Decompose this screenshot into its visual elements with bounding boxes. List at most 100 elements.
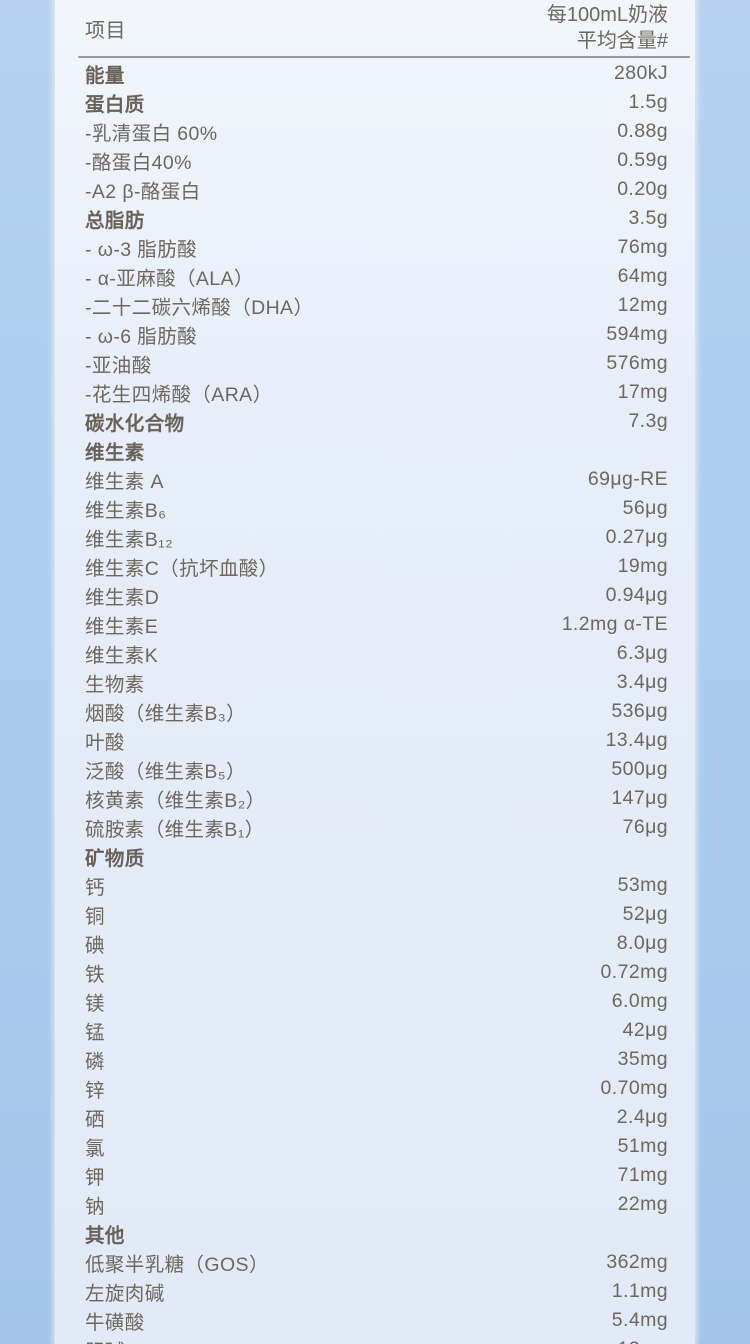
header-value-column-label: 每100mL奶液 平均含量# xyxy=(547,2,668,54)
nutrient-label: 能量 xyxy=(85,65,125,87)
table-row: 磷 35mg xyxy=(55,1045,695,1074)
nutrient-label: -亚油酸 xyxy=(85,355,152,377)
nutrient-value: 5.4mg xyxy=(611,1309,668,1331)
nutrient-value: 64mg xyxy=(617,265,668,287)
nutrient-value: 19mg xyxy=(617,555,668,577)
nutrient-label: -A2 β-酪蛋白 xyxy=(85,181,201,203)
nutrient-label: 氯 xyxy=(85,1138,105,1160)
table-row: 牛磺酸 5.4mg xyxy=(55,1306,695,1335)
nutrient-label: 矿物质 xyxy=(85,848,145,870)
nutrient-label: 叶酸 xyxy=(85,732,125,754)
table-row: 锌 0.70mg xyxy=(55,1074,695,1103)
nutrient-value: 56μg xyxy=(622,497,668,519)
table-row: 钠 22mg xyxy=(55,1190,695,1219)
nutrient-label: 其他 xyxy=(85,1225,125,1247)
nutrient-label: 铜 xyxy=(85,906,105,928)
table-row: 铜 52μg xyxy=(55,900,695,929)
table-row: 能量 280kJ xyxy=(55,59,695,88)
nutrient-label: 锌 xyxy=(85,1080,105,1102)
nutrient-value: 7.3g xyxy=(628,410,668,432)
table-header: 项目 每100mL奶液 平均含量# xyxy=(55,0,695,56)
nutrient-label: 硒 xyxy=(85,1109,105,1131)
nutrient-label: 维生素 A xyxy=(85,471,164,493)
nutrient-value: 42μg xyxy=(622,1019,668,1041)
nutrient-label: 碘 xyxy=(85,935,105,957)
table-row: 其他 xyxy=(55,1219,695,1248)
nutrient-label: 维生素B₁₂ xyxy=(85,529,174,551)
nutrient-label: -酪蛋白40% xyxy=(85,152,192,174)
table-row: 维生素 A 69μg-RE xyxy=(55,465,695,494)
nutrient-label: 蛋白质 xyxy=(85,94,145,116)
nutrition-table-card: 项目 每100mL奶液 平均含量# 能量 280kJ 蛋白质 1.5g -乳清蛋白 60… xyxy=(55,0,695,1344)
nutrient-value: 53mg xyxy=(617,874,668,896)
table-row: 烟酸（维生素B₃） 536μg xyxy=(55,697,695,726)
nutrient-label: 牛磺酸 xyxy=(85,1312,145,1334)
nutrient-label: 低聚半乳糖（GOS） xyxy=(85,1254,269,1276)
table-row: - α-亚麻酸（ALA） 64mg xyxy=(55,262,695,291)
table-row: 维生素B₆ 56μg xyxy=(55,494,695,523)
header-item-column-label: 项目 xyxy=(85,19,126,42)
table-row: 维生素 xyxy=(55,436,695,465)
nutrient-value: 17mg xyxy=(617,381,668,403)
nutrient-label: 碳水化合物 xyxy=(85,413,185,435)
table-row: 维生素B₁₂ 0.27μg xyxy=(55,523,695,552)
nutrition-rows: 能量 280kJ 蛋白质 1.5g -乳清蛋白 60% 0.88g -酪蛋白40% 0.59g… xyxy=(55,59,695,1344)
nutrient-value: 22mg xyxy=(617,1193,668,1215)
nutrient-value: 76μg xyxy=(622,816,668,838)
table-row: -乳清蛋白 60% 0.88g xyxy=(55,117,695,146)
nutrient-label: 铁 xyxy=(85,964,105,986)
table-row: -亚油酸 576mg xyxy=(55,349,695,378)
table-row: -酪蛋白40% 0.59g xyxy=(55,146,695,175)
nutrient-value: 0.70mg xyxy=(600,1077,668,1099)
nutrient-value: 2.4μg xyxy=(616,1106,668,1128)
nutrient-value: 280kJ xyxy=(613,62,668,84)
table-row: 钾 71mg xyxy=(55,1161,695,1190)
table-row: 叶酸 13.4μg xyxy=(55,726,695,755)
nutrient-value: 8.0μg xyxy=(616,932,668,954)
nutrient-label: 核黄素（维生素B₂） xyxy=(85,790,266,812)
table-row: 维生素K 6.3μg xyxy=(55,639,695,668)
nutrient-value: 594mg xyxy=(606,323,668,345)
nutrient-label: 镁 xyxy=(85,993,105,1015)
nutrient-value: 76mg xyxy=(617,236,668,258)
nutrient-value: 3.4μg xyxy=(616,671,668,693)
table-row: 总脂肪 3.5g xyxy=(55,204,695,233)
nutrient-value: 1.2mg α-TE xyxy=(561,613,668,635)
nutrient-label: 维生素 xyxy=(85,442,145,464)
nutrient-label: 生物素 xyxy=(85,674,145,696)
nutrient-label: 总脂肪 xyxy=(85,210,145,232)
nutrient-value: 6.3μg xyxy=(616,642,668,664)
nutrient-value: 0.20g xyxy=(617,178,668,200)
table-row: 胆碱 13mg xyxy=(55,1335,695,1344)
nutrient-value: 6.0mg xyxy=(611,990,668,1012)
table-row: 维生素E 1.2mg α-TE xyxy=(55,610,695,639)
nutrient-label: 硫胺素（维生素B₁） xyxy=(85,819,265,841)
table-row: 硫胺素（维生素B₁） 76μg xyxy=(55,813,695,842)
table-row: 维生素D 0.94μg xyxy=(55,581,695,610)
table-row: 镁 6.0mg xyxy=(55,987,695,1016)
nutrient-value: 51mg xyxy=(617,1135,668,1157)
nutrient-value: 500μg xyxy=(611,758,668,780)
table-row: 核黄素（维生素B₂） 147μg xyxy=(55,784,695,813)
header-divider xyxy=(78,56,690,58)
table-row: 碘 8.0μg xyxy=(55,929,695,958)
table-row: 碳水化合物 7.3g xyxy=(55,407,695,436)
nutrient-label: 磷 xyxy=(85,1051,105,1073)
nutrient-value: 576mg xyxy=(606,352,668,374)
header-value-line2: 平均含量# xyxy=(576,30,668,52)
table-row: 矿物质 xyxy=(55,842,695,871)
table-row: 维生素C（抗坏血酸） 19mg xyxy=(55,552,695,581)
table-row: 氯 51mg xyxy=(55,1132,695,1161)
nutrient-value: 12mg xyxy=(617,294,668,316)
nutrient-label: -乳清蛋白 60% xyxy=(85,123,218,145)
nutrient-label: 维生素K xyxy=(85,645,159,667)
table-row: 低聚半乳糖（GOS） 362mg xyxy=(55,1248,695,1277)
nutrient-label: 烟酸（维生素B₃） xyxy=(85,703,247,725)
table-row: -二十二碳六烯酸（DHA） 12mg xyxy=(55,291,695,320)
nutrient-label: 维生素C（抗坏血酸） xyxy=(85,558,279,580)
nutrient-label: - α-亚麻酸（ALA） xyxy=(85,268,254,290)
nutrient-value: 3.5g xyxy=(628,207,668,229)
nutrient-label: 左旋肉碱 xyxy=(85,1283,165,1305)
nutrient-value: 13mg xyxy=(618,1338,668,1344)
table-row: 钙 53mg xyxy=(55,871,695,900)
